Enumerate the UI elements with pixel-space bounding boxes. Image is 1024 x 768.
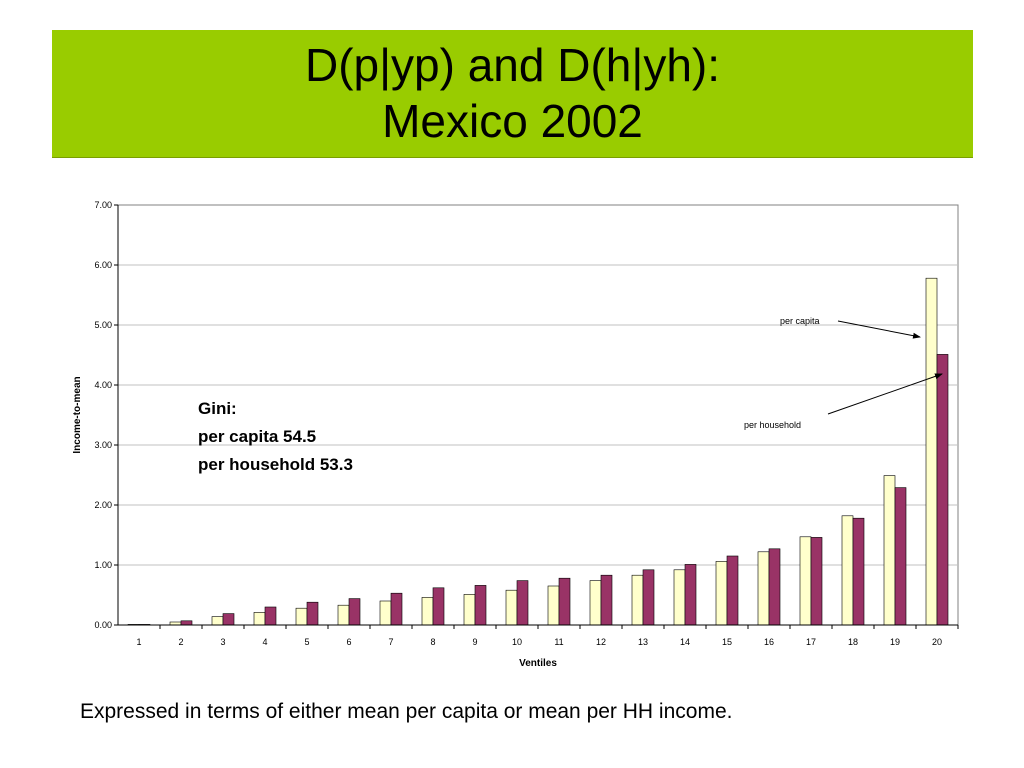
x-tick-label-1: 1 — [136, 637, 141, 647]
bar-per-capita-17 — [799, 536, 812, 626]
bar-per-capita-12 — [589, 580, 602, 626]
x-tick-label-10: 10 — [512, 637, 522, 647]
bar-per-household-16 — [768, 548, 781, 626]
y-tick-label-5: 5.00 — [94, 320, 112, 330]
y-tick-label-0: 0.00 — [94, 620, 112, 630]
bar-per-capita-3 — [211, 616, 224, 626]
x-tick-label-8: 8 — [430, 637, 435, 647]
slide-title-line-1: D(p|yp) and D(h|yh): — [304, 39, 721, 91]
arrow-per-household — [827, 373, 943, 415]
x-axis-ticks: 1 2 3 4 5 6 7 8 9 10 11 12 13 14 15 16 17 18 19 20 — [136, 625, 959, 647]
bar-per-capita-19 — [883, 475, 896, 626]
bar-per-capita-18 — [841, 515, 854, 626]
bar-per-household-10 — [516, 580, 529, 626]
x-tick-label-15: 15 — [722, 637, 732, 647]
x-tick-label-7: 7 — [388, 637, 393, 647]
bar-per-capita-6 — [337, 604, 350, 626]
gini-per-capita: per capita 54.5 — [198, 427, 316, 446]
bar-per-household-11 — [558, 577, 571, 626]
y-tick-label-6: 6.00 — [94, 260, 112, 270]
bar-per-household-15 — [726, 555, 739, 626]
y-axis-ticks: 0.00 1.00 2.00 3.00 4.00 5.00 6.00 7.00 — [94, 200, 118, 630]
slide-caption: Expressed in terms of either mean per ca… — [80, 700, 733, 723]
bar-per-capita-15 — [715, 561, 728, 626]
bar-per-household-17 — [810, 537, 823, 626]
y-tick-label-1: 1.00 — [94, 560, 112, 570]
bar-per-household-6 — [348, 598, 361, 626]
plot-area — [117, 204, 959, 626]
x-tick-label-12: 12 — [596, 637, 606, 647]
x-tick-label-9: 9 — [472, 637, 477, 647]
slide-title-line-2: Mexico 2002 — [382, 95, 643, 147]
x-tick-label-16: 16 — [764, 637, 774, 647]
bar-per-capita-10 — [505, 589, 518, 626]
bar-per-household-5 — [306, 601, 319, 626]
bar-per-household-12 — [600, 574, 613, 626]
annotation-per-capita: per capita — [780, 316, 820, 326]
bar-per-capita-4 — [253, 612, 266, 626]
x-tick-label-19: 19 — [890, 637, 900, 647]
x-tick-label-5: 5 — [304, 637, 309, 647]
bar-per-capita-20 — [925, 277, 938, 626]
title-bar: D(p|yp) and D(h|yh): Mexico 2002 — [52, 30, 973, 158]
x-tick-label-4: 4 — [262, 637, 267, 647]
bar-per-capita-13 — [631, 574, 644, 626]
x-tick-label-13: 13 — [638, 637, 648, 647]
annotation-per-household: per household — [744, 420, 801, 430]
x-tick-label-6: 6 — [346, 637, 351, 647]
bar-per-capita-11 — [547, 585, 560, 626]
arrow-per-capita — [837, 320, 921, 339]
bar-per-household-2 — [180, 620, 193, 626]
bar-per-capita-7 — [379, 600, 392, 626]
x-tick-label-14: 14 — [680, 637, 690, 647]
bar-per-household-18 — [852, 517, 865, 626]
bar-per-household-19 — [894, 487, 907, 626]
bar-per-household-8 — [432, 587, 445, 626]
x-tick-label-2: 2 — [178, 637, 183, 647]
x-tick-label-3: 3 — [220, 637, 225, 647]
bar-per-capita-5 — [295, 607, 308, 626]
x-axis-label: Ventiles — [519, 658, 557, 669]
x-tick-label-17: 17 — [806, 637, 816, 647]
y-tick-label-2: 2.00 — [94, 500, 112, 510]
y-axis-label: Income-to-mean — [72, 376, 83, 453]
gini-title: Gini: — [198, 399, 237, 418]
bar-per-capita-16 — [757, 551, 770, 626]
bar-per-household-14 — [684, 564, 697, 626]
x-tick-label-20: 20 — [932, 637, 942, 647]
bar-per-household-3 — [222, 613, 235, 626]
bar-per-household-13 — [642, 569, 655, 626]
bar-per-household-4 — [264, 606, 277, 626]
gini-per-household: per household 53.3 — [198, 455, 353, 474]
bar-per-household-9 — [474, 585, 487, 626]
bar-per-household-7 — [390, 592, 403, 626]
bars — [127, 277, 949, 626]
x-tick-label-11: 11 — [554, 637, 563, 647]
y-tick-label-4: 4.00 — [94, 380, 112, 390]
y-tick-label-3: 3.00 — [94, 440, 112, 450]
y-tick-label-7: 7.00 — [94, 200, 112, 210]
bar-per-capita-9 — [463, 594, 476, 626]
bar-per-capita-8 — [421, 597, 434, 626]
bar-per-capita-14 — [673, 569, 686, 626]
bar-per-household-20 — [936, 354, 949, 626]
x-tick-label-18: 18 — [848, 637, 858, 647]
